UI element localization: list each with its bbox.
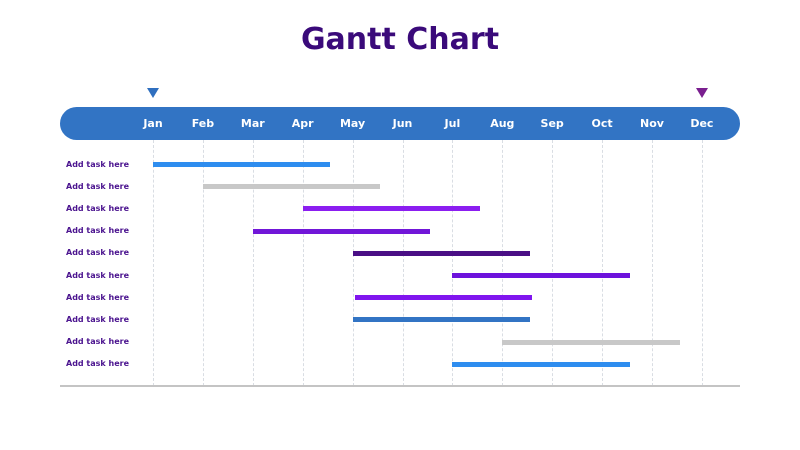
task-bar [153,162,331,167]
task-label: Add task here [66,159,130,169]
gridline-jun [403,140,404,386]
month-label-jan: Jan [143,117,163,130]
task-bar [252,228,430,234]
task-label: Add task here [66,359,130,369]
gridline-apr [303,140,304,386]
month-label-feb: Feb [191,117,215,130]
task-label: Add task here [66,314,130,324]
task-label: Add task here [66,270,130,280]
month-label-aug: Aug [490,117,515,130]
gridline-oct [602,140,603,386]
start-marker-icon [147,88,159,98]
month-label-jul: Jul [444,117,461,130]
month-label-dec: Dec [690,117,714,130]
task-bar [502,339,681,345]
gridline-may [353,140,354,386]
task-bar [355,295,533,301]
task-label: Add task here [66,248,130,258]
task-bar [202,184,381,190]
task-label: Add task here [66,226,130,236]
gridline-aug [502,140,503,386]
gridline-jul [452,140,453,386]
task-bar [352,317,530,323]
month-label-oct: Oct [591,117,613,130]
chart-baseline [60,385,740,387]
gridline-feb [203,140,204,386]
month-label-mar: Mar [240,117,265,130]
task-label: Add task here [66,292,130,302]
chart-title: Gantt Chart [300,22,500,57]
month-label-nov: Nov [640,117,664,130]
task-bar [352,250,530,256]
task-label: Add task here [66,337,130,347]
gridline-nov [652,140,653,386]
gridline-dec [702,140,703,386]
task-label: Add task here [66,203,130,213]
gridline-mar [253,140,254,386]
month-label-apr: Apr [291,117,314,130]
task-bar [452,361,630,367]
task-bar [452,273,630,278]
end-marker-icon [695,88,708,98]
month-label-may: May [339,117,366,130]
month-label-jun: Jun [392,117,413,130]
gridline-sep [552,140,553,386]
task-label: Add task here [66,181,130,191]
task-bar [302,206,480,212]
timeline-header [60,107,740,140]
month-label-sep: Sep [540,117,564,130]
gridline-jan [153,140,154,386]
